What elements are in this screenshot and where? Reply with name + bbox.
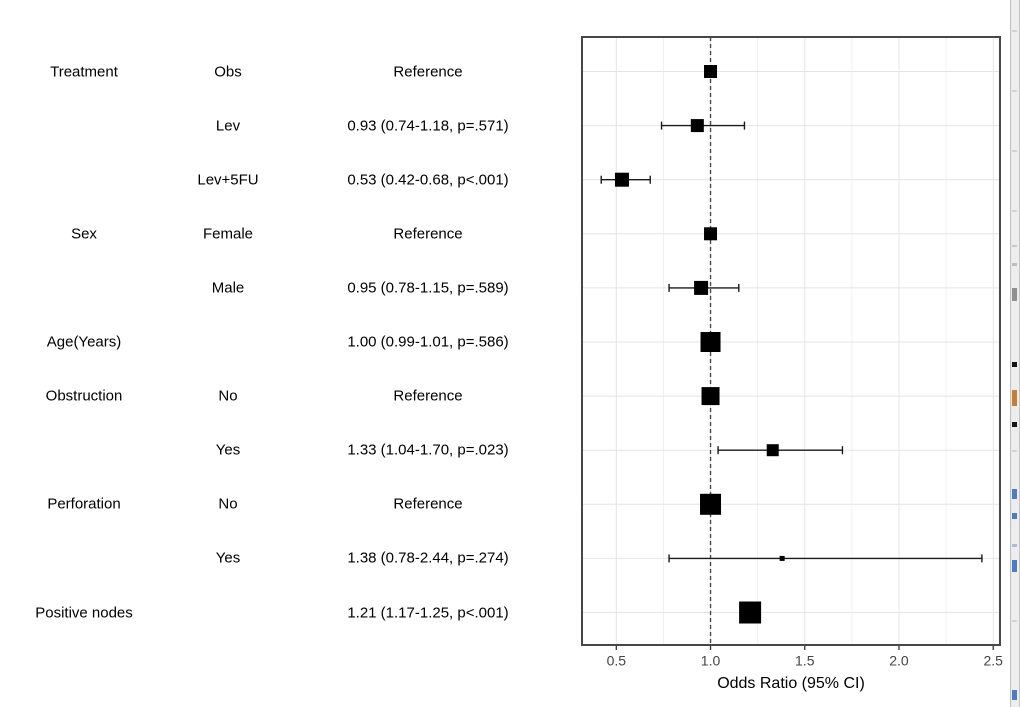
x-axis-tick-label: 0.5: [607, 653, 627, 669]
or-marker: [739, 601, 762, 624]
or-marker: [766, 444, 779, 457]
row-level-label: Female: [202, 225, 254, 243]
or-marker: [779, 555, 785, 561]
row-estimate-label: 0.93 (0.74-1.18, p=.571): [347, 117, 509, 135]
x-axis-tick-label: 2.0: [889, 653, 909, 669]
row-estimate-label: Reference: [393, 387, 463, 405]
strip-mark: [1012, 90, 1017, 92]
row-estimate-label: 0.53 (0.42-0.68, p<.001): [347, 171, 509, 189]
row-variable-label: Treatment: [50, 63, 118, 80]
row-level-label: No: [218, 495, 238, 513]
row-level-label: Yes: [215, 549, 241, 567]
or-marker: [694, 280, 709, 295]
row-estimate-label: Reference: [393, 495, 463, 513]
strip-mark: [1012, 210, 1017, 212]
plot-panel-border: [581, 36, 1001, 646]
row-estimate-label: 1.38 (0.78-2.44, p=.274): [347, 549, 509, 567]
row-estimate-label: 1.33 (1.04-1.70, p=.023): [347, 441, 509, 459]
row-level-label: Lev+5FU: [197, 171, 259, 189]
row-estimate-label: Reference: [393, 63, 463, 80]
strip-mark: [1012, 690, 1017, 700]
strip-mark: [1012, 288, 1017, 301]
strip-mark: [1012, 362, 1017, 367]
row-variable-label: Positive nodes: [35, 604, 133, 621]
strip-mark: [1012, 560, 1017, 572]
row-level-label: Lev: [215, 117, 241, 135]
x-axis-title: Odds Ratio (95% CI): [717, 675, 865, 692]
strip-mark: [1012, 513, 1017, 519]
or-marker: [700, 332, 721, 352]
strip-mark: [1012, 150, 1017, 152]
strip-mark: [1012, 450, 1017, 452]
strip-mark: [1012, 489, 1017, 499]
or-marker: [704, 65, 718, 78]
x-axis-tick-label: 1.5: [795, 653, 815, 669]
strip-mark: [1012, 30, 1017, 32]
row-variable-label: Sex: [71, 225, 97, 243]
row-estimate-label: 1.00 (0.99-1.01, p=.586): [347, 333, 509, 351]
strip-mark: [1012, 245, 1017, 247]
row-variable-label: Age(Years): [46, 333, 122, 351]
row-estimate-label: Reference: [393, 225, 463, 243]
row-estimate-label: 1.21 (1.17-1.25, p<.001): [347, 604, 509, 621]
or-marker: [701, 387, 720, 406]
or-marker: [690, 119, 704, 133]
x-axis-tick-label: 2.5: [983, 653, 1003, 669]
strip-mark: [1012, 422, 1017, 427]
row-level-label: Obs: [214, 63, 242, 80]
row-level-label: No: [218, 387, 238, 405]
row-variable-label: Perforation: [47, 495, 121, 513]
row-level-label: Male: [211, 279, 245, 297]
or-marker: [704, 227, 718, 241]
or-marker: [614, 172, 629, 187]
strip-mark: [1012, 390, 1017, 406]
strip-mark: [1012, 263, 1017, 266]
strip-mark: [1012, 544, 1017, 547]
row-estimate-label: 0.95 (0.78-1.15, p=.589): [347, 279, 509, 297]
row-variable-label: Obstruction: [45, 387, 123, 405]
or-marker: [700, 493, 722, 515]
window-edge-strip: [1010, 0, 1020, 707]
x-axis-tick-label: 1.0: [701, 653, 721, 669]
row-level-label: Yes: [215, 441, 241, 459]
strip-mark: [1012, 620, 1017, 622]
